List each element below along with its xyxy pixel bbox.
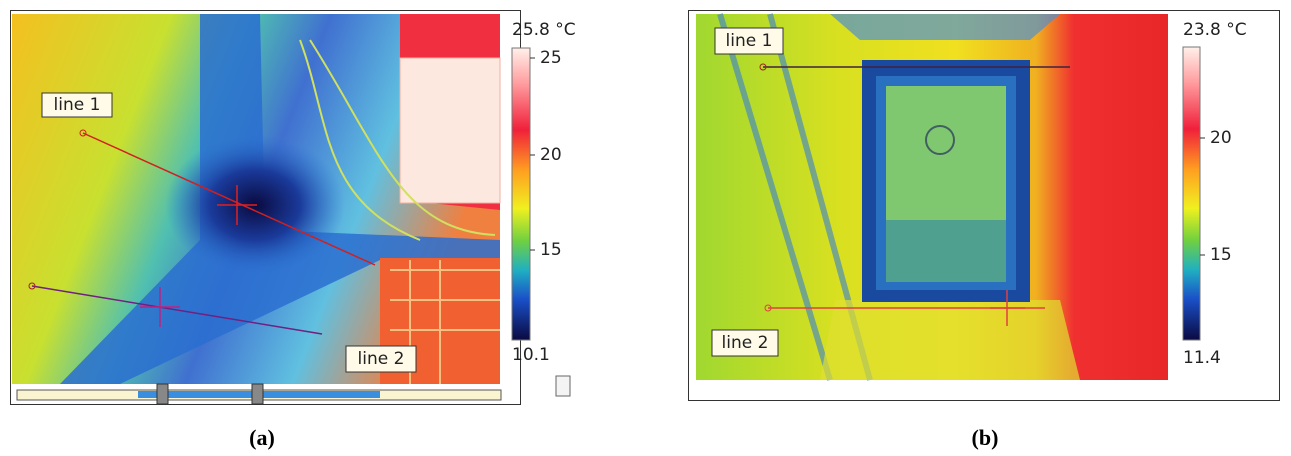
colorbar-tick: 25 <box>540 48 562 68</box>
report-icon[interactable] <box>556 376 570 396</box>
thermal-image <box>12 14 500 384</box>
caption: (a) <box>249 425 275 450</box>
colorbar-min: 11.4 <box>1183 348 1221 368</box>
colorbar-tick: 15 <box>1210 245 1232 265</box>
colorbar <box>512 48 530 340</box>
colorbar-max: 25.8 °C <box>512 20 576 40</box>
colorbar-tick: 20 <box>1210 128 1232 148</box>
colorbar-tick: 15 <box>540 240 562 260</box>
figure: line 1 line 2 25.8 °C 25 20 15 10.1 (a) … <box>0 0 1291 456</box>
line-label: line 2 <box>722 333 769 353</box>
colorbar-tick: 20 <box>540 145 562 165</box>
line-label: line 1 <box>726 31 773 51</box>
line-label: line 2 <box>358 349 405 369</box>
line-label: line 1 <box>54 95 101 115</box>
colorbar <box>1183 47 1200 340</box>
colorbar-min: 10.1 <box>512 345 550 365</box>
colorbar-ticks <box>530 58 535 250</box>
thermal-image <box>696 14 1168 380</box>
colorbar-max: 23.8 °C <box>1183 20 1247 40</box>
caption: (b) <box>972 425 999 450</box>
